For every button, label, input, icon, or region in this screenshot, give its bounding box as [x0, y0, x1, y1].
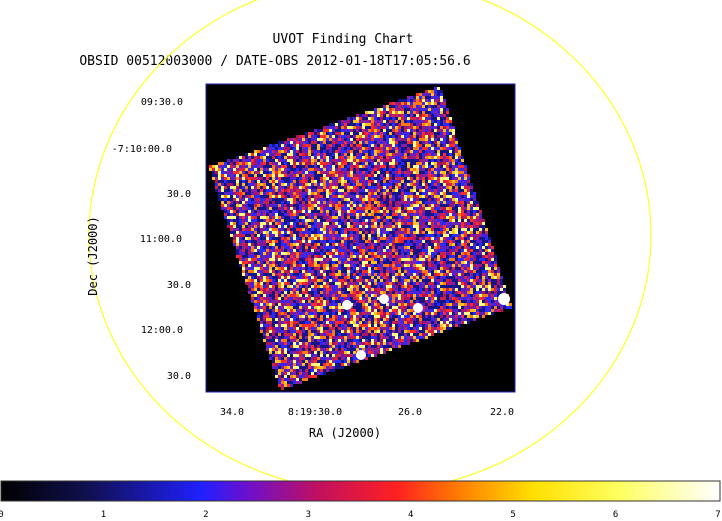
y-tick-label: 30.0	[167, 280, 191, 291]
colorbar-tick-label: 6	[613, 510, 618, 520]
y-tick-label: 11:00.0	[140, 234, 182, 245]
colorbar-tick-label: 7	[715, 510, 720, 520]
x-tick-label: 26.0	[398, 407, 422, 418]
x-tick-labels: 34.0 8:19:30.0 26.0 22.0	[220, 407, 514, 418]
chart-title: UVOT Finding Chart	[273, 32, 414, 47]
bright-source	[413, 303, 423, 313]
colorbar-tick-label: 2	[203, 510, 208, 520]
colorbar-tick-label: 1	[101, 510, 106, 520]
colorbar-tick-label: 0	[0, 510, 4, 520]
bright-source	[356, 350, 366, 360]
y-axis-label: Dec (J2000)	[86, 216, 100, 295]
colorbar-tick-label: 5	[510, 510, 515, 520]
y-tick-label: -7:10:00.0	[112, 144, 172, 155]
bright-source	[379, 294, 389, 304]
y-tick-label: 12:00.0	[141, 325, 183, 336]
x-tick-label: 8:19:30.0	[288, 407, 342, 418]
bright-source	[342, 300, 352, 310]
x-tick-label: 22.0	[490, 407, 514, 418]
y-tick-label: 30.0	[167, 371, 191, 382]
image-frame	[205, 83, 516, 393]
y-tick-label: 09:30.0	[141, 97, 183, 108]
heatmap-image	[209, 87, 512, 390]
chart-subtitle: OBSID 00512003000 / DATE-OBS 2012-01-18T…	[79, 54, 470, 69]
colorbar	[0, 480, 721, 502]
x-axis-label: RA (J2000)	[309, 426, 381, 440]
y-tick-labels: 09:30.0 -7:10:00.0 30.0 11:00.0 30.0 12:00.0 3…	[112, 97, 191, 382]
bright-source	[498, 293, 510, 305]
colorbar-tick-label: 3	[306, 510, 311, 520]
x-tick-label: 34.0	[220, 407, 244, 418]
colorbar-tick-label: 4	[408, 510, 413, 520]
colorbar-tick-labels: 0 1 2 3 4 5 6 7	[0, 510, 721, 520]
y-tick-label: 30.0	[167, 189, 191, 200]
